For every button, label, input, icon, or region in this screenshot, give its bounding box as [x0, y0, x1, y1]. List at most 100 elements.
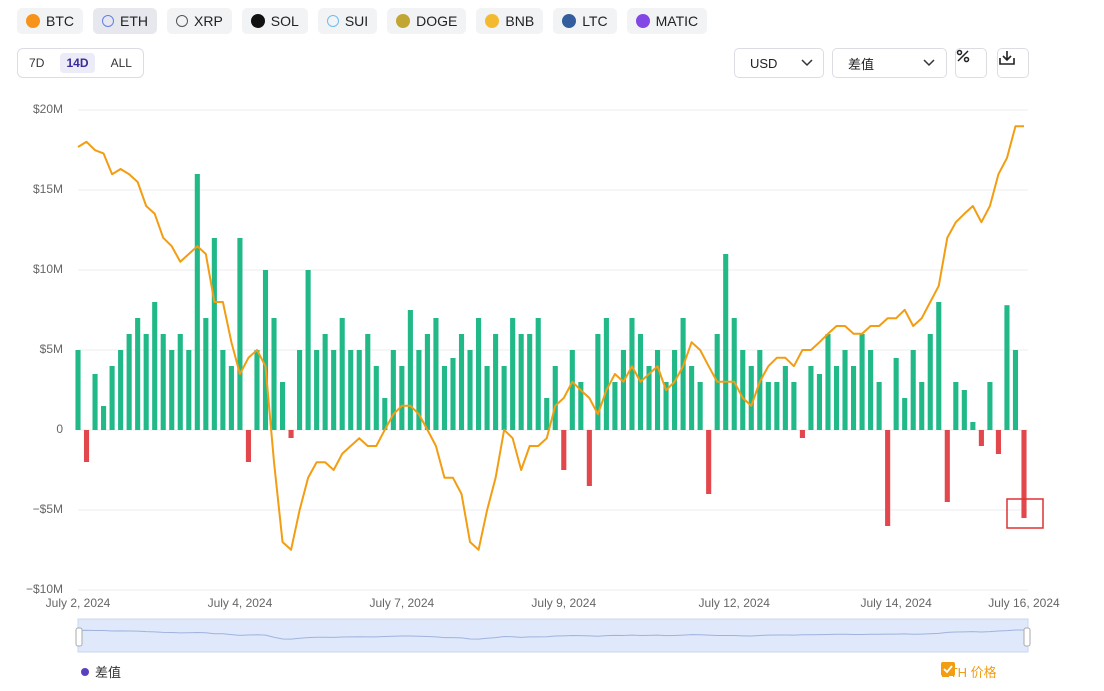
coin-tab[interactable]: BTC	[17, 8, 83, 34]
metric-dropdown[interactable]: 差值	[832, 48, 947, 78]
bar	[1012, 350, 1019, 430]
bar	[416, 350, 422, 430]
bar	[92, 374, 98, 430]
bar	[953, 382, 959, 430]
currency: USD	[750, 55, 778, 71]
bar	[902, 398, 908, 430]
coin-icon	[562, 14, 577, 28]
coin-label: LTC	[582, 13, 608, 29]
coin-tab[interactable]: BNB	[476, 8, 544, 34]
navigator-handle[interactable]	[75, 627, 83, 647]
bar	[476, 318, 482, 430]
coin-tab[interactable]: XRP	[167, 8, 232, 34]
x-tick-label: July 4, 2024	[208, 596, 273, 610]
bar	[723, 254, 729, 430]
bar	[765, 382, 771, 430]
legend-item[interactable]: ETH 价格	[941, 662, 997, 681]
navigator-handle[interactable]	[1023, 627, 1031, 647]
bar	[118, 350, 124, 430]
bar	[518, 334, 524, 430]
bar	[740, 350, 746, 430]
bar	[228, 366, 234, 430]
bar	[731, 318, 737, 430]
bar	[1004, 305, 1010, 430]
currency-dropdown[interactable]: USD	[734, 48, 824, 78]
bar	[194, 174, 200, 430]
x-tick-label: July 12, 2024	[699, 596, 771, 610]
legend-checkbox	[941, 662, 955, 676]
percent-button[interactable]	[955, 48, 987, 78]
bar	[450, 358, 456, 430]
bar	[885, 430, 891, 526]
coin-label: BNB	[505, 13, 535, 29]
bar	[101, 406, 107, 430]
bar	[603, 318, 609, 430]
bar	[842, 350, 848, 430]
bar	[279, 382, 286, 430]
bar	[458, 334, 465, 430]
bar	[799, 430, 805, 438]
bar	[944, 430, 950, 502]
bar	[927, 334, 933, 430]
coin-tab[interactable]: SOL	[241, 8, 308, 34]
legend-item[interactable]: 差值	[81, 662, 121, 681]
range-button[interactable]: 14D	[60, 53, 95, 73]
coin-tab[interactable]: ETH	[93, 8, 157, 34]
bar	[595, 334, 601, 430]
bar	[961, 390, 967, 430]
y-tick-label: $20M	[33, 102, 63, 116]
coin-label: MATIC	[655, 13, 699, 29]
download-button[interactable]	[997, 48, 1029, 78]
y-tick-label: $5M	[40, 342, 63, 356]
metric: 差值	[848, 56, 875, 72]
bar	[919, 382, 925, 430]
bar	[365, 334, 371, 430]
bar	[663, 382, 669, 430]
coin-tab[interactable]: SUI	[317, 8, 378, 34]
bar	[501, 366, 507, 430]
bar	[373, 366, 379, 430]
bar	[748, 366, 754, 430]
bar	[535, 318, 541, 430]
bar	[561, 430, 567, 470]
coin-icon	[326, 15, 339, 27]
range-button[interactable]: ALL	[110, 56, 132, 70]
bar	[220, 350, 226, 430]
coin-icon	[250, 14, 265, 28]
coin-label: SUI	[344, 13, 369, 29]
bar	[203, 318, 209, 430]
bar	[126, 334, 132, 430]
range-button[interactable]: 7D	[29, 56, 45, 70]
coin-tab[interactable]: LTC	[553, 8, 617, 34]
bar	[825, 334, 831, 430]
coin-tab[interactable]: DOGE	[387, 8, 467, 34]
range-selector: 7D 14D ALL	[17, 48, 144, 78]
bar	[868, 350, 874, 430]
bar	[75, 350, 81, 430]
bar	[152, 302, 158, 430]
y-tick-label: −$10M	[26, 582, 63, 596]
coin-label: BTC	[46, 13, 74, 29]
bar	[262, 270, 269, 430]
bar	[850, 366, 857, 430]
highlight-box	[1006, 498, 1044, 529]
bar	[680, 318, 686, 430]
percent-icon	[956, 49, 970, 63]
coin-tab[interactable]: MATIC	[626, 8, 708, 34]
bar	[782, 366, 788, 430]
bar	[910, 350, 916, 430]
bar	[510, 318, 516, 430]
coin-icon	[485, 14, 500, 28]
chevron	[801, 59, 813, 67]
bar	[544, 398, 550, 430]
x-tick-label: July 2, 2024	[46, 596, 111, 610]
bar	[390, 350, 396, 430]
navigator	[77, 618, 1029, 653]
bar	[774, 382, 780, 430]
bar	[987, 382, 993, 430]
bar	[245, 430, 252, 462]
coin-icon	[102, 15, 114, 27]
bar	[578, 382, 584, 430]
bar	[978, 430, 984, 446]
bar	[629, 318, 635, 430]
